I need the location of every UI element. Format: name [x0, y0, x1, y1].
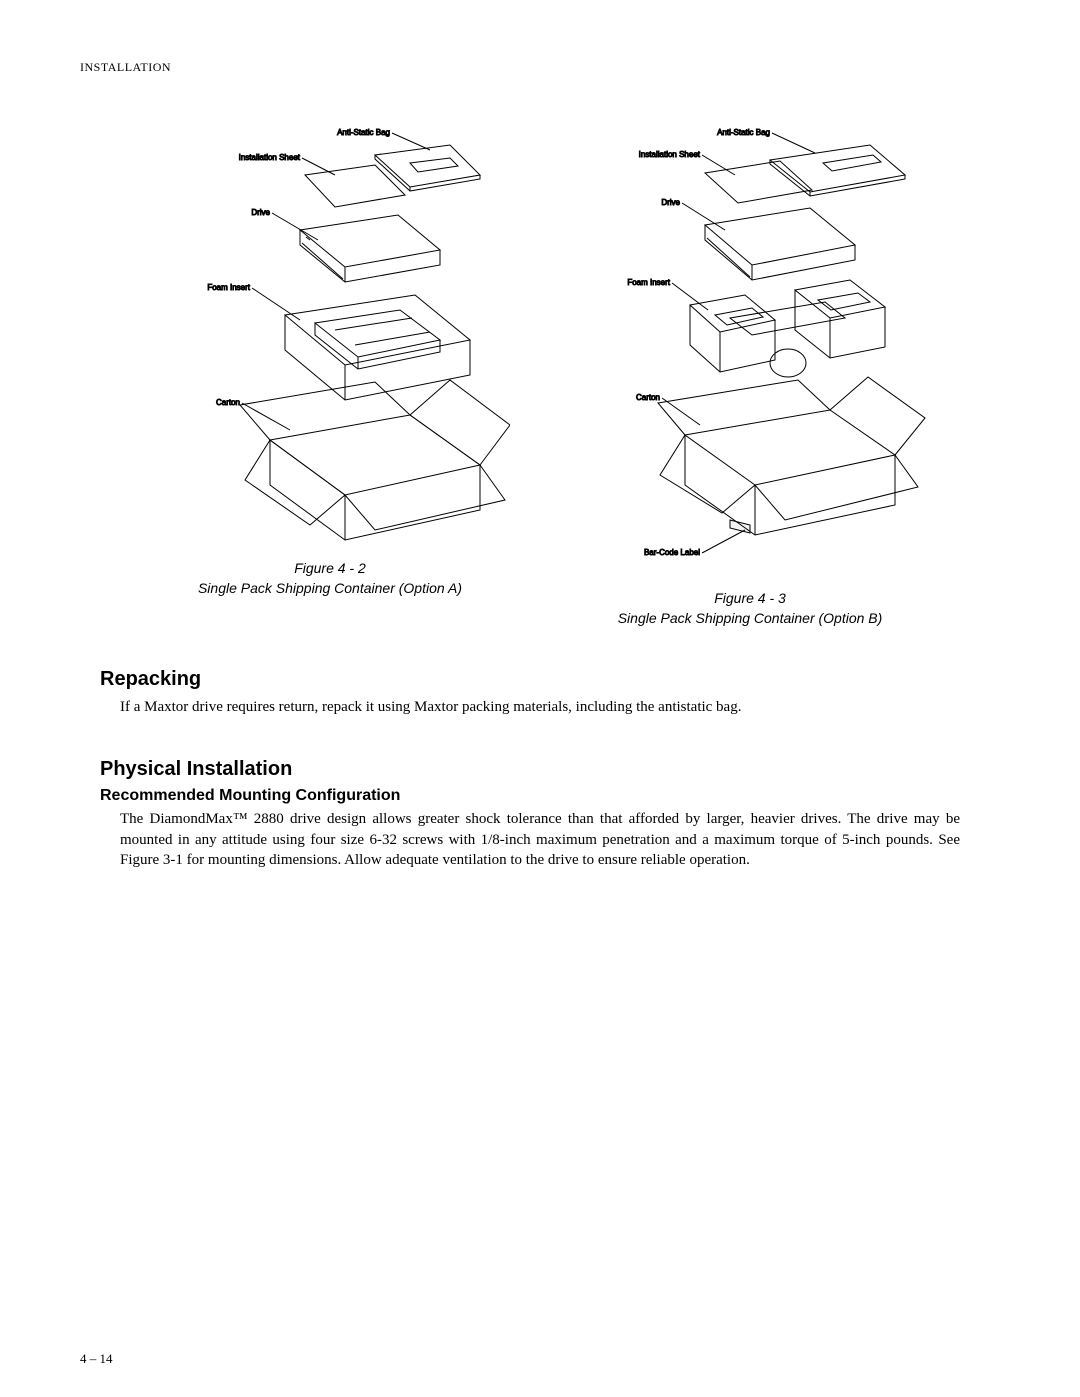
heading-repacking: Repacking [100, 668, 1000, 691]
label-foam-b: Foam Insert [627, 278, 670, 287]
figure-a-diagram: Anti-Static Bag Installation Sheet Drive [150, 125, 510, 555]
label-carton-a: Carton [216, 398, 240, 407]
label-sheet-b: Installation Sheet [639, 150, 701, 159]
page-header: INSTALLATION [80, 60, 1000, 75]
label-drive-b: Drive [661, 198, 680, 207]
label-carton-b: Carton [636, 393, 660, 402]
figures-row: Anti-Static Bag Installation Sheet Drive [80, 125, 1000, 628]
body-repacking: If a Maxtor drive requires return, repac… [120, 697, 960, 718]
figure-a-caption: Figure 4 - 2 Single Pack Shipping Contai… [198, 559, 462, 598]
label-foam-a: Foam Insert [207, 283, 250, 292]
label-barcode-b: Bar-Code Label [644, 548, 700, 557]
figure-b-caption: Figure 4 - 3 Single Pack Shipping Contai… [618, 589, 883, 628]
label-antistatic-b: Anti-Static Bag [717, 128, 770, 137]
label-antistatic-a: Anti-Static Bag [337, 128, 390, 137]
label-drive-a: Drive [251, 208, 270, 217]
heading-physical: Physical Installation [100, 758, 1000, 781]
subheading-mounting: Recommended Mounting Configuration [100, 787, 1000, 805]
figure-b-block: Anti-Static Bag Installation Sheet Drive [570, 125, 930, 628]
figure-a-caption-line1: Figure 4 - 2 [294, 560, 366, 576]
figure-b-caption-line2: Single Pack Shipping Container (Option B… [618, 610, 883, 626]
figure-a-block: Anti-Static Bag Installation Sheet Drive [150, 125, 510, 628]
figure-b-diagram: Anti-Static Bag Installation Sheet Drive [570, 125, 930, 585]
page-container: INSTALLATION Anti-Static Bag Installatio… [0, 0, 1080, 1397]
body-physical: The DiamondMax™ 2880 drive design allows… [120, 809, 960, 871]
figure-b-caption-line1: Figure 4 - 3 [714, 590, 786, 606]
figure-a-caption-line2: Single Pack Shipping Container (Option A… [198, 580, 462, 596]
label-sheet-a: Installation Sheet [239, 153, 301, 162]
page-number: 4 – 14 [80, 1351, 113, 1367]
